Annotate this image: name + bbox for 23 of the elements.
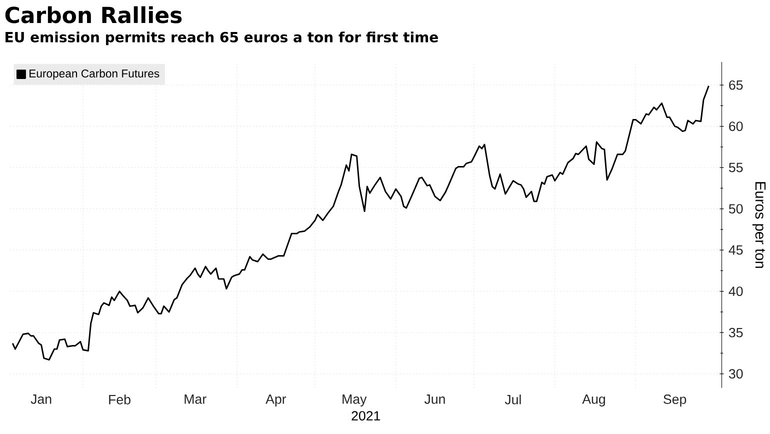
x-tick-label: Aug [582,394,605,407]
x-tick-label: Mar [184,394,206,404]
y-tick-label: 55 [728,162,743,172]
line-series [12,85,710,361]
x-tick-label: May [342,394,367,407]
x-tick-label: Apr [266,394,286,407]
x-tick-label: Sep [664,394,686,407]
y-tick-label: 40 [728,286,743,296]
y-tick-label: 60 [729,122,743,132]
y-axis-title: Euros per ton [752,182,766,268]
y-tick-label: 45 [728,245,743,255]
chart-title: Carbon Rallies [5,6,182,24]
x-tick-label: Jan [30,394,52,404]
y-tick-label: 30 [728,369,743,379]
y-tick-label: 50 [728,204,743,214]
legend-label: European Carbon Futures [30,69,160,80]
chart-subtitle: EU emission permits reach 65 euros a ton for first time [6,32,438,46]
x-tick-label: Jun [424,394,445,404]
x-tick-label: Jul [504,394,521,404]
x-axis-title: 2021 [352,411,380,421]
y-tick-label: 35 [728,328,743,338]
y-tick-label: 65 [729,80,743,90]
x-tick-label: Feb [109,394,130,404]
